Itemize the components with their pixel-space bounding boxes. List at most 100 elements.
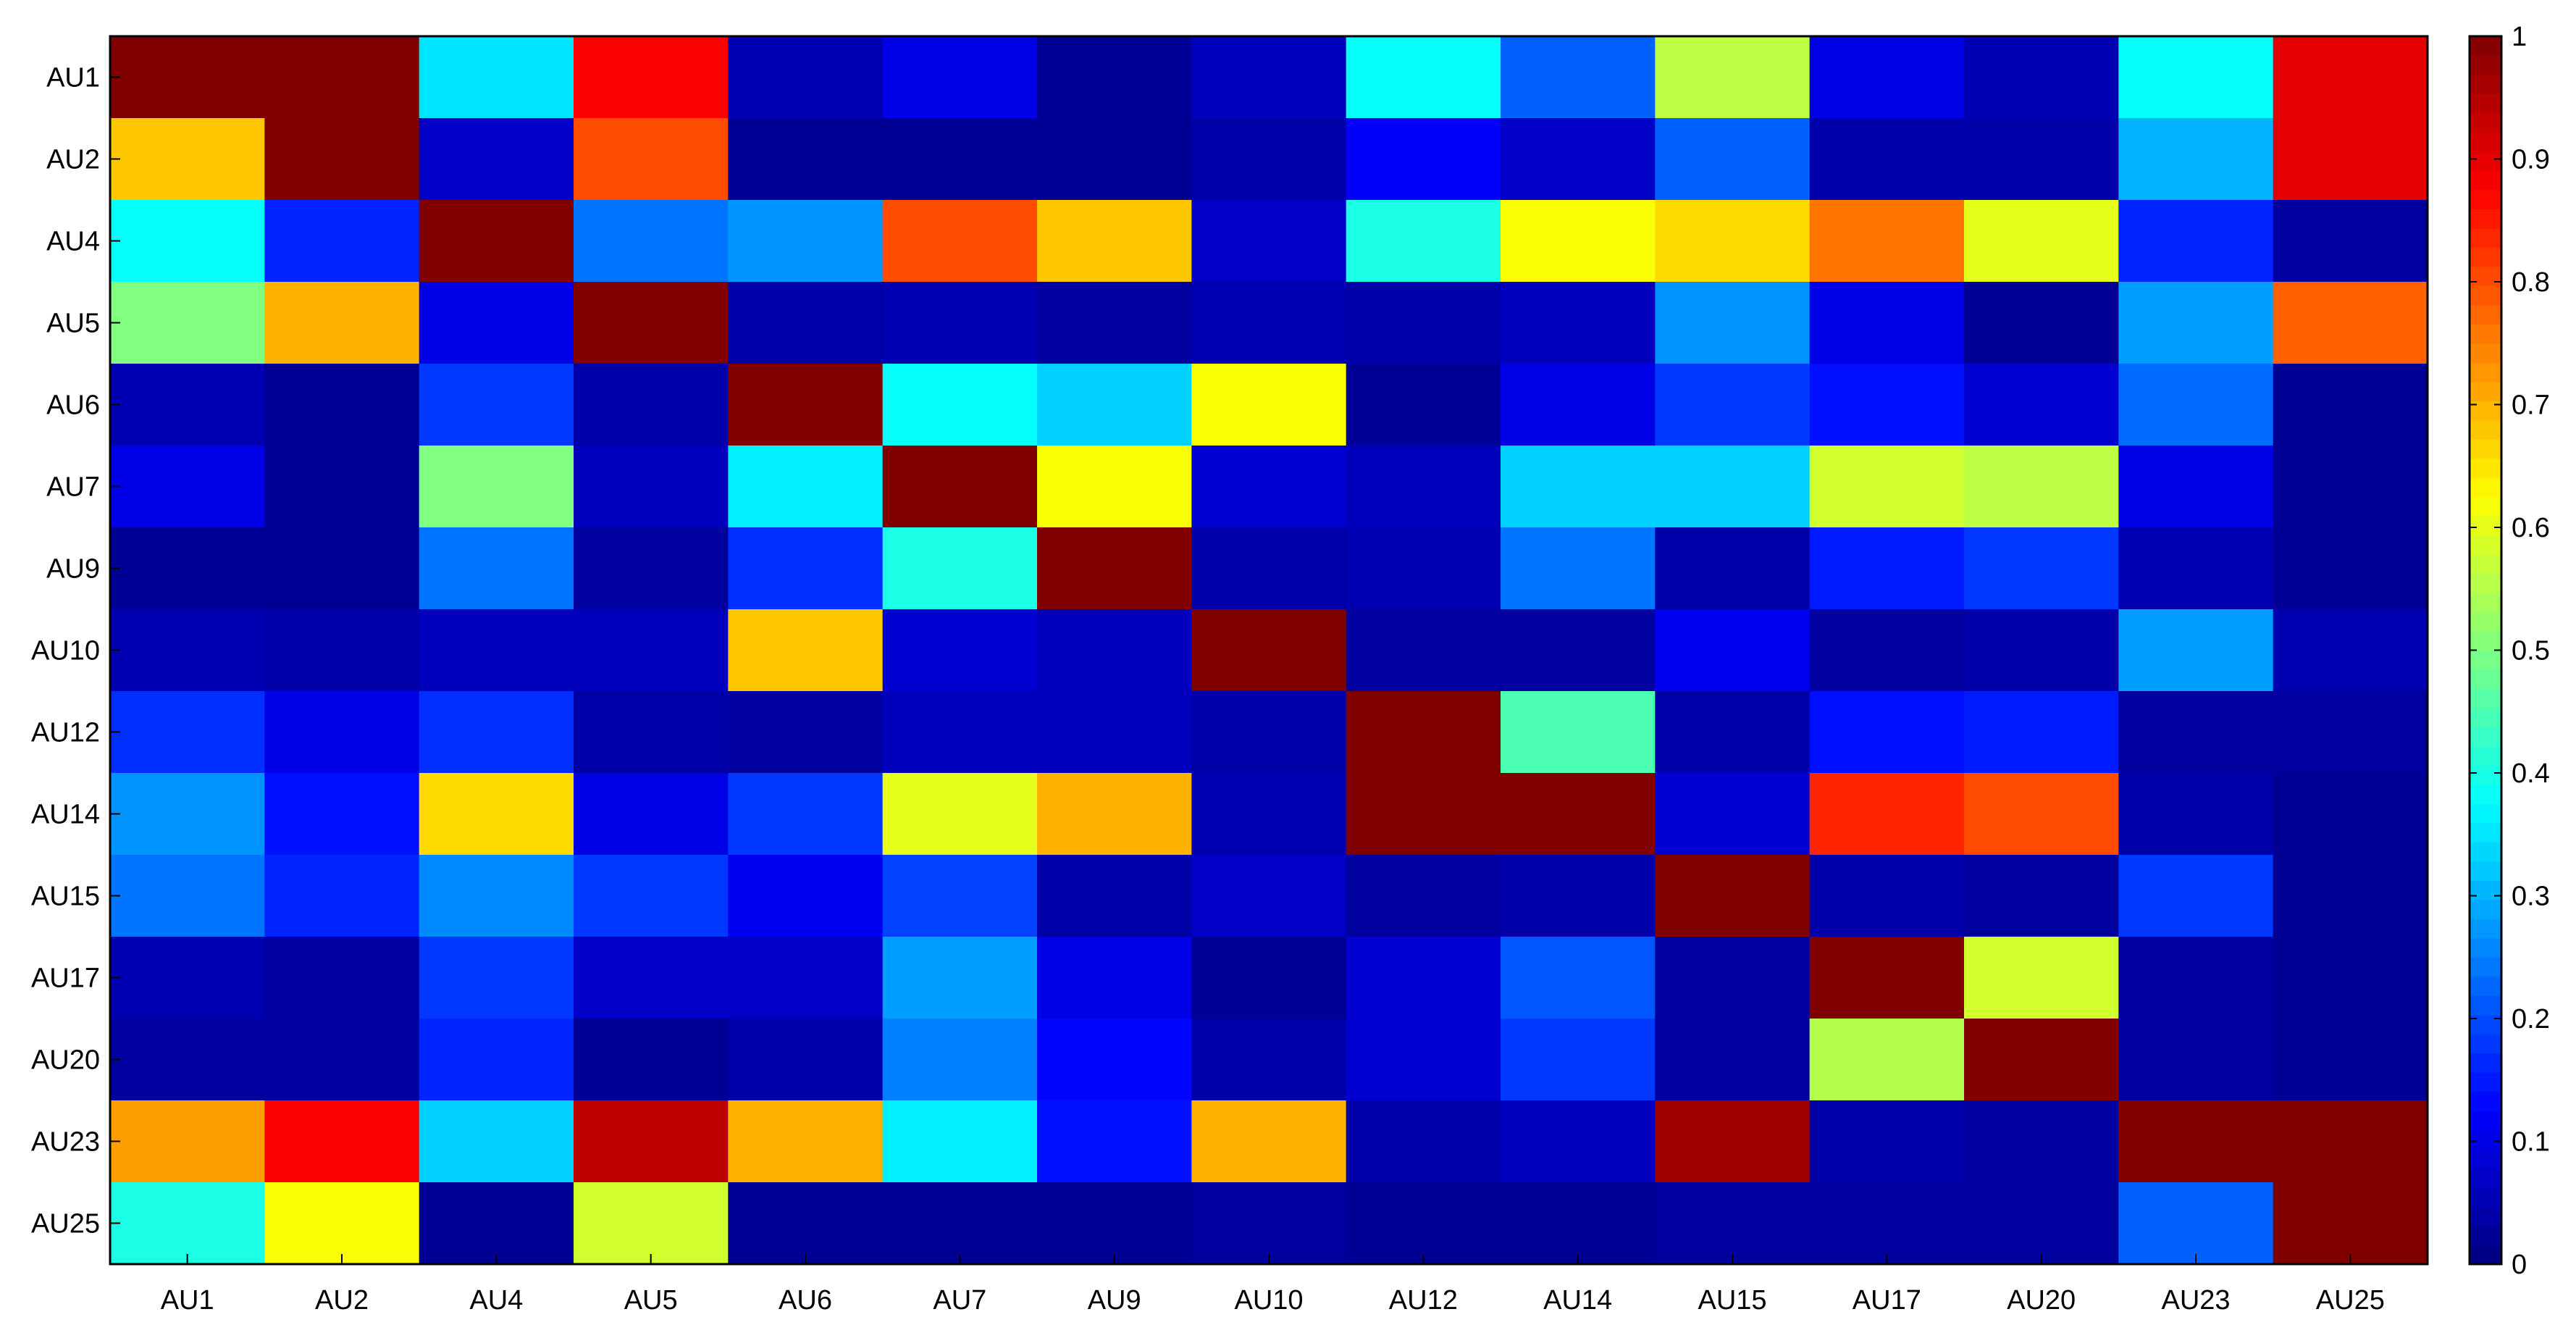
heatmap-cell-au12-au2 [264, 691, 420, 774]
heatmap-cell-au2-au25 [2273, 118, 2428, 201]
heatmap-cells [110, 36, 2428, 1265]
x-tick-label: AU9 [1088, 1285, 1141, 1316]
heatmap-cell-au1-au10 [1191, 36, 1347, 119]
heatmap-cell-au14-au10 [1191, 773, 1347, 856]
colorbar-segment [2470, 1053, 2501, 1073]
colorbar-tick-label: 0 [2512, 1250, 2527, 1280]
x-tick-label: AU25 [2316, 1285, 2385, 1316]
heatmap-cell-au12-au20 [1964, 691, 2119, 774]
heatmap-cell-au10-au1 [110, 609, 265, 692]
heatmap-cell-au1-au6 [728, 36, 884, 119]
heatmap-cell-au7-au25 [2273, 446, 2428, 528]
colorbar-segment [2470, 1072, 2501, 1092]
heatmap-cell-au23-au23 [2118, 1100, 2274, 1183]
heatmap-cell-au4-au15 [1655, 200, 1811, 283]
heatmap-cell-au4-au20 [1964, 200, 2119, 283]
heatmap-cell-au25-au5 [574, 1182, 729, 1265]
heatmap-cell-au12-au10 [1191, 691, 1347, 774]
heatmap-cell-au5-au4 [419, 282, 574, 364]
x-tick-label: AU6 [779, 1285, 832, 1316]
heatmap-cell-au20-au7 [882, 1019, 1038, 1101]
y-tick-label: AU6 [46, 390, 100, 421]
heatmap-cell-au10-au12 [1346, 609, 1501, 692]
heatmap-cell-au12-au12 [1346, 691, 1501, 774]
heatmap-cell-au12-au23 [2118, 691, 2274, 774]
x-tick-label: AU17 [1853, 1285, 1921, 1316]
colorbar-segment [2470, 822, 2501, 842]
heatmap-cell-au14-au1 [110, 773, 265, 856]
heatmap-cell-au7-au20 [1964, 446, 2119, 528]
heatmap-cell-au5-au1 [110, 282, 265, 364]
heatmap-cell-au17-au6 [728, 937, 884, 1019]
heatmap-cell-au17-au10 [1191, 937, 1347, 1019]
heatmap-cell-au17-au1 [110, 937, 265, 1019]
heatmap-cell-au2-au10 [1191, 118, 1347, 201]
heatmap-cell-au10-au2 [264, 609, 420, 692]
heatmap-cell-au5-au15 [1655, 282, 1811, 364]
colorbar-segment [2470, 1206, 2501, 1226]
heatmap-cell-au17-au20 [1964, 937, 2119, 1019]
heatmap-cell-au23-au20 [1964, 1100, 2119, 1183]
heatmap-cell-au5-au6 [728, 282, 884, 364]
colorbar-segment [2470, 170, 2501, 191]
heatmap-cell-au20-au10 [1191, 1019, 1347, 1101]
heatmap-cell-au20-au20 [1964, 1019, 2119, 1101]
y-tick-label: AU4 [46, 227, 100, 257]
heatmap-cell-au25-au20 [1964, 1182, 2119, 1265]
heatmap-cell-au9-au10 [1191, 527, 1347, 610]
colorbar-tick-label: 0.2 [2512, 1004, 2550, 1034]
heatmap-cell-au7-au6 [728, 446, 884, 528]
y-tick-label: AU25 [31, 1209, 100, 1239]
heatmap-cell-au15-au9 [1037, 855, 1192, 937]
heatmap-cell-au15-au4 [419, 855, 574, 937]
heatmap-cell-au14-au6 [728, 773, 884, 856]
heatmap-cell-au7-au4 [419, 446, 574, 528]
heatmap-cell-au23-au4 [419, 1100, 574, 1183]
heatmap-cell-au25-au10 [1191, 1182, 1347, 1265]
heatmap-cell-au20-au6 [728, 1019, 884, 1101]
heatmap-cell-au15-au1 [110, 855, 265, 937]
heatmap-cell-au7-au10 [1191, 446, 1347, 528]
heatmap-cell-au10-au14 [1501, 609, 1656, 692]
heatmap-cell-au20-au14 [1501, 1019, 1656, 1101]
colorbar-segment [2470, 1091, 2501, 1111]
colorbar-segment [2470, 554, 2501, 574]
y-tick-label: AU7 [46, 472, 100, 503]
colorbar-segment [2470, 669, 2501, 690]
heatmap-cell-au1-au20 [1964, 36, 2119, 119]
colorbar-segment [2470, 899, 2501, 919]
heatmap-cell-au12-au15 [1655, 691, 1811, 774]
heatmap-cell-au12-au14 [1501, 691, 1656, 774]
heatmap-cell-au6-au10 [1191, 364, 1347, 446]
heatmap-cell-au9-au12 [1346, 527, 1501, 610]
colorbar-segment [2470, 1187, 2501, 1208]
heatmap-cell-au7-au23 [2118, 446, 2274, 528]
heatmap-cell-au17-au25 [2273, 937, 2428, 1019]
y-tick-label: AU2 [46, 145, 100, 175]
heatmap-cell-au20-au23 [2118, 1019, 2274, 1101]
heatmap-cell-au7-au15 [1655, 446, 1811, 528]
heatmap-cell-au1-au25 [2273, 36, 2428, 119]
heatmap-cell-au17-au15 [1655, 937, 1811, 1019]
heatmap-cell-au5-au10 [1191, 282, 1347, 364]
colorbar-segment [2470, 55, 2501, 75]
y-tick-label: AU1 [46, 63, 100, 93]
heatmap-cell-au4-au5 [574, 200, 729, 283]
heatmap-cell-au20-au9 [1037, 1019, 1192, 1101]
heatmap-cell-au7-au17 [1809, 446, 1965, 528]
heatmap-cell-au5-au25 [2273, 282, 2428, 364]
colorbar-segment [2470, 611, 2501, 632]
y-axis-tick-labels: AU1 AU2 AU4 AU5 AU6 AU7 AU9 AU10 AU12 AU14 AU15 AU1… [31, 63, 120, 1239]
heatmap-cell-au5-au7 [882, 282, 1038, 364]
heatmap-cell-au2-au15 [1655, 118, 1811, 201]
x-axis-tick-labels: AU1 AU2 AU4 AU5 AU6 AU7 AU9 AU10 AU12 AU14 AU15 AU1… [161, 1254, 2385, 1316]
heatmap-cell-au14-au12 [1346, 773, 1501, 856]
heatmap-cell-au12-au1 [110, 691, 265, 774]
colorbar-tick-label: 0.5 [2512, 636, 2550, 666]
heatmap-cell-au10-au7 [882, 609, 1038, 692]
heatmap-cell-au6-au7 [882, 364, 1038, 446]
heatmap-cell-au4-au23 [2118, 200, 2274, 283]
colorbar-segment [2470, 688, 2501, 708]
colorbar-segment [2470, 861, 2501, 881]
heatmap-cell-au1-au5 [574, 36, 729, 119]
